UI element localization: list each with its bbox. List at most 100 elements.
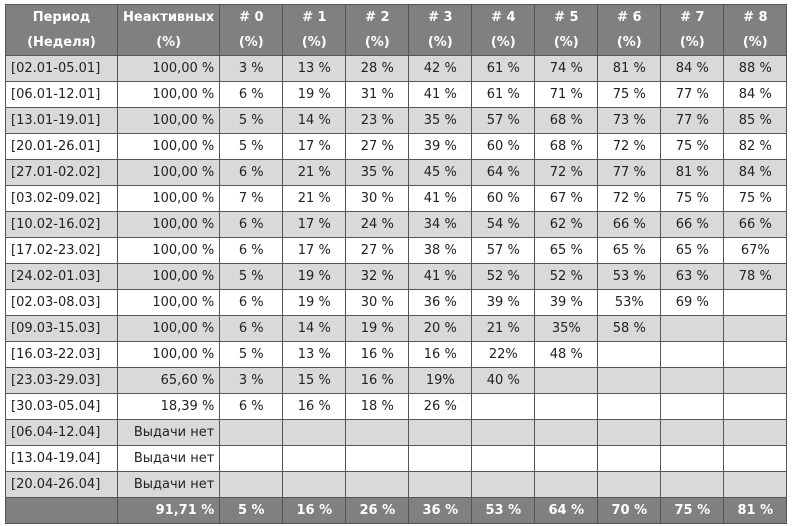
week-5-cell[interactable]: 68 %: [534, 133, 599, 160]
week-2-cell[interactable]: 23 %: [345, 107, 410, 134]
week-8-cell[interactable]: [723, 445, 788, 472]
week-4-cell[interactable]: 64 %: [471, 159, 536, 186]
week-3-cell[interactable]: 45 %: [408, 159, 473, 186]
inactive-cell[interactable]: 18,39 %: [116, 393, 221, 420]
week-5-cell[interactable]: [534, 393, 599, 420]
week-5-cell[interactable]: 39 %: [534, 289, 599, 316]
week-3-cell[interactable]: [408, 471, 473, 498]
period-cell[interactable]: [23.03-29.03]: [5, 367, 118, 394]
week-6-cell[interactable]: 66 %: [597, 211, 662, 238]
totals-week-8-cell[interactable]: 81 %: [723, 497, 788, 524]
inactive-cell[interactable]: 100,00 %: [116, 185, 221, 212]
week-8-cell[interactable]: 78 %: [723, 263, 788, 290]
week-0-cell[interactable]: 6 %: [219, 159, 284, 186]
week-2-cell[interactable]: 24 %: [345, 211, 410, 238]
week-8-cell[interactable]: [723, 393, 788, 420]
week-1-cell[interactable]: 17 %: [282, 211, 347, 238]
week-3-cell[interactable]: 20 %: [408, 315, 473, 342]
week-2-cell[interactable]: 18 %: [345, 393, 410, 420]
week-4-cell[interactable]: 54 %: [471, 211, 536, 238]
week-4-cell[interactable]: 61 %: [471, 55, 536, 82]
week-5-cell[interactable]: 52 %: [534, 263, 599, 290]
week-8-cell[interactable]: 82 %: [723, 133, 788, 160]
week-4-cell[interactable]: 21 %: [471, 315, 536, 342]
week-0-cell[interactable]: 5 %: [219, 263, 284, 290]
week-0-cell[interactable]: 3 %: [219, 55, 284, 82]
inactive-cell[interactable]: 100,00 %: [116, 81, 221, 108]
week-1-cell[interactable]: 17 %: [282, 133, 347, 160]
week-6-cell[interactable]: 77 %: [597, 159, 662, 186]
week-5-cell[interactable]: [534, 367, 599, 394]
week-4-cell[interactable]: 39 %: [471, 289, 536, 316]
week-7-cell[interactable]: [660, 315, 725, 342]
week-1-cell[interactable]: [282, 445, 347, 472]
week-5-cell[interactable]: 68 %: [534, 107, 599, 134]
week-0-cell[interactable]: 6 %: [219, 211, 284, 238]
period-cell[interactable]: [27.01-02.02]: [5, 159, 118, 186]
week-5-cell[interactable]: 65 %: [534, 237, 599, 264]
week-3-cell[interactable]: 34 %: [408, 211, 473, 238]
inactive-cell[interactable]: 100,00 %: [116, 289, 221, 316]
week-5-cell[interactable]: 35%: [534, 315, 599, 342]
week-8-cell[interactable]: [723, 471, 788, 498]
week-6-cell[interactable]: 72 %: [597, 133, 662, 160]
week-0-cell[interactable]: 7 %: [219, 185, 284, 212]
week-3-cell[interactable]: 38 %: [408, 237, 473, 264]
week-8-cell[interactable]: [723, 341, 788, 368]
week-7-cell[interactable]: 69 %: [660, 289, 725, 316]
week-4-cell[interactable]: 22%: [471, 341, 536, 368]
week-3-cell[interactable]: [408, 419, 473, 446]
week-2-cell[interactable]: 30 %: [345, 289, 410, 316]
week-1-cell[interactable]: 16 %: [282, 393, 347, 420]
totals-week-2-cell[interactable]: 26 %: [345, 497, 410, 524]
week-4-cell[interactable]: 57 %: [471, 107, 536, 134]
week-4-cell[interactable]: 52 %: [471, 263, 536, 290]
week-2-cell[interactable]: [345, 445, 410, 472]
week-7-cell[interactable]: 63 %: [660, 263, 725, 290]
week-0-cell[interactable]: 6 %: [219, 393, 284, 420]
week-8-cell[interactable]: 75 %: [723, 185, 788, 212]
week-1-cell[interactable]: 14 %: [282, 107, 347, 134]
week-0-cell[interactable]: 5 %: [219, 133, 284, 160]
week-4-cell[interactable]: [471, 419, 536, 446]
week-2-cell[interactable]: 31 %: [345, 81, 410, 108]
week-2-cell[interactable]: 19 %: [345, 315, 410, 342]
week-5-cell[interactable]: 72 %: [534, 159, 599, 186]
week-4-cell[interactable]: [471, 393, 536, 420]
week-4-cell[interactable]: [471, 445, 536, 472]
week-2-cell[interactable]: [345, 419, 410, 446]
week-8-cell[interactable]: 67%: [723, 237, 788, 264]
week-6-cell[interactable]: 65 %: [597, 237, 662, 264]
inactive-cell[interactable]: 100,00 %: [116, 211, 221, 238]
week-3-cell[interactable]: 39 %: [408, 133, 473, 160]
week-0-cell[interactable]: 5 %: [219, 107, 284, 134]
week-1-cell[interactable]: 19 %: [282, 289, 347, 316]
week-1-cell[interactable]: 14 %: [282, 315, 347, 342]
week-3-cell[interactable]: 26 %: [408, 393, 473, 420]
week-0-cell[interactable]: [219, 419, 284, 446]
week-0-cell[interactable]: [219, 471, 284, 498]
week-2-cell[interactable]: 27 %: [345, 237, 410, 264]
inactive-cell[interactable]: 100,00 %: [116, 159, 221, 186]
week-8-cell[interactable]: 88 %: [723, 55, 788, 82]
period-cell[interactable]: [20.04-26.04]: [5, 471, 118, 498]
inactive-cell[interactable]: 100,00 %: [116, 237, 221, 264]
week-1-cell[interactable]: 13 %: [282, 55, 347, 82]
week-1-cell[interactable]: 21 %: [282, 185, 347, 212]
totals-week-5-cell[interactable]: 64 %: [534, 497, 599, 524]
week-2-cell[interactable]: 35 %: [345, 159, 410, 186]
week-1-cell[interactable]: 13 %: [282, 341, 347, 368]
week-0-cell[interactable]: 6 %: [219, 315, 284, 342]
week-7-cell[interactable]: 66 %: [660, 211, 725, 238]
week-2-cell[interactable]: 28 %: [345, 55, 410, 82]
week-7-cell[interactable]: 77 %: [660, 81, 725, 108]
inactive-cell[interactable]: 100,00 %: [116, 133, 221, 160]
week-6-cell[interactable]: 73 %: [597, 107, 662, 134]
totals-week-1-cell[interactable]: 16 %: [282, 497, 347, 524]
week-5-cell[interactable]: [534, 471, 599, 498]
week-1-cell[interactable]: 15 %: [282, 367, 347, 394]
week-5-cell[interactable]: 74 %: [534, 55, 599, 82]
week-8-cell[interactable]: [723, 367, 788, 394]
week-8-cell[interactable]: 84 %: [723, 159, 788, 186]
week-6-cell[interactable]: [597, 393, 662, 420]
